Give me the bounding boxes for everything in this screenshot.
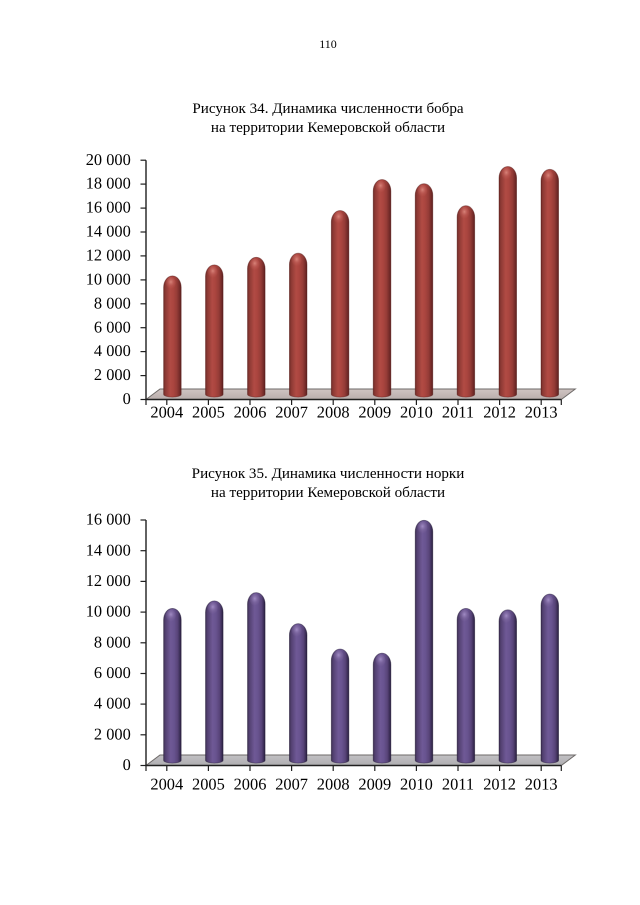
svg-text:4 000: 4 000 [94, 341, 131, 360]
svg-text:14 000: 14 000 [86, 222, 131, 241]
svg-text:8 000: 8 000 [94, 293, 131, 312]
svg-text:2007: 2007 [275, 402, 308, 421]
svg-text:2004: 2004 [150, 775, 183, 794]
svg-text:2013: 2013 [525, 775, 558, 794]
svg-text:6 000: 6 000 [94, 317, 131, 336]
svg-text:4 000: 4 000 [94, 694, 131, 713]
svg-text:2009: 2009 [358, 775, 391, 794]
svg-text:12 000: 12 000 [86, 246, 131, 265]
svg-text:2 000: 2 000 [94, 724, 131, 743]
svg-text:0: 0 [123, 755, 131, 774]
svg-text:2011: 2011 [442, 775, 474, 794]
svg-text:14 000: 14 000 [86, 540, 131, 559]
svg-text:2012: 2012 [483, 402, 516, 421]
svg-text:2011: 2011 [442, 402, 474, 421]
svg-text:2006: 2006 [234, 775, 267, 794]
svg-text:2013: 2013 [525, 402, 558, 421]
svg-text:6 000: 6 000 [94, 663, 131, 682]
svg-text:20 000: 20 000 [86, 150, 131, 169]
svg-text:12 000: 12 000 [86, 571, 131, 590]
svg-text:2012: 2012 [483, 775, 516, 794]
svg-text:0: 0 [123, 389, 131, 408]
svg-text:2010: 2010 [400, 402, 433, 421]
svg-text:2009: 2009 [358, 402, 391, 421]
svg-text:16 000: 16 000 [86, 198, 131, 217]
svg-text:2004: 2004 [150, 402, 183, 421]
svg-text:2005: 2005 [192, 775, 225, 794]
svg-text:2 000: 2 000 [94, 365, 131, 384]
svg-text:8 000: 8 000 [94, 632, 131, 651]
svg-text:2008: 2008 [317, 402, 350, 421]
svg-text:2006: 2006 [234, 402, 267, 421]
svg-text:2005: 2005 [192, 402, 225, 421]
svg-text:10 000: 10 000 [86, 270, 131, 289]
svg-text:10 000: 10 000 [86, 602, 131, 621]
svg-text:16 000: 16 000 [86, 510, 131, 529]
svg-text:2008: 2008 [317, 775, 350, 794]
svg-text:2010: 2010 [400, 775, 433, 794]
svg-text:2007: 2007 [275, 775, 308, 794]
svg-text:18 000: 18 000 [86, 174, 131, 193]
